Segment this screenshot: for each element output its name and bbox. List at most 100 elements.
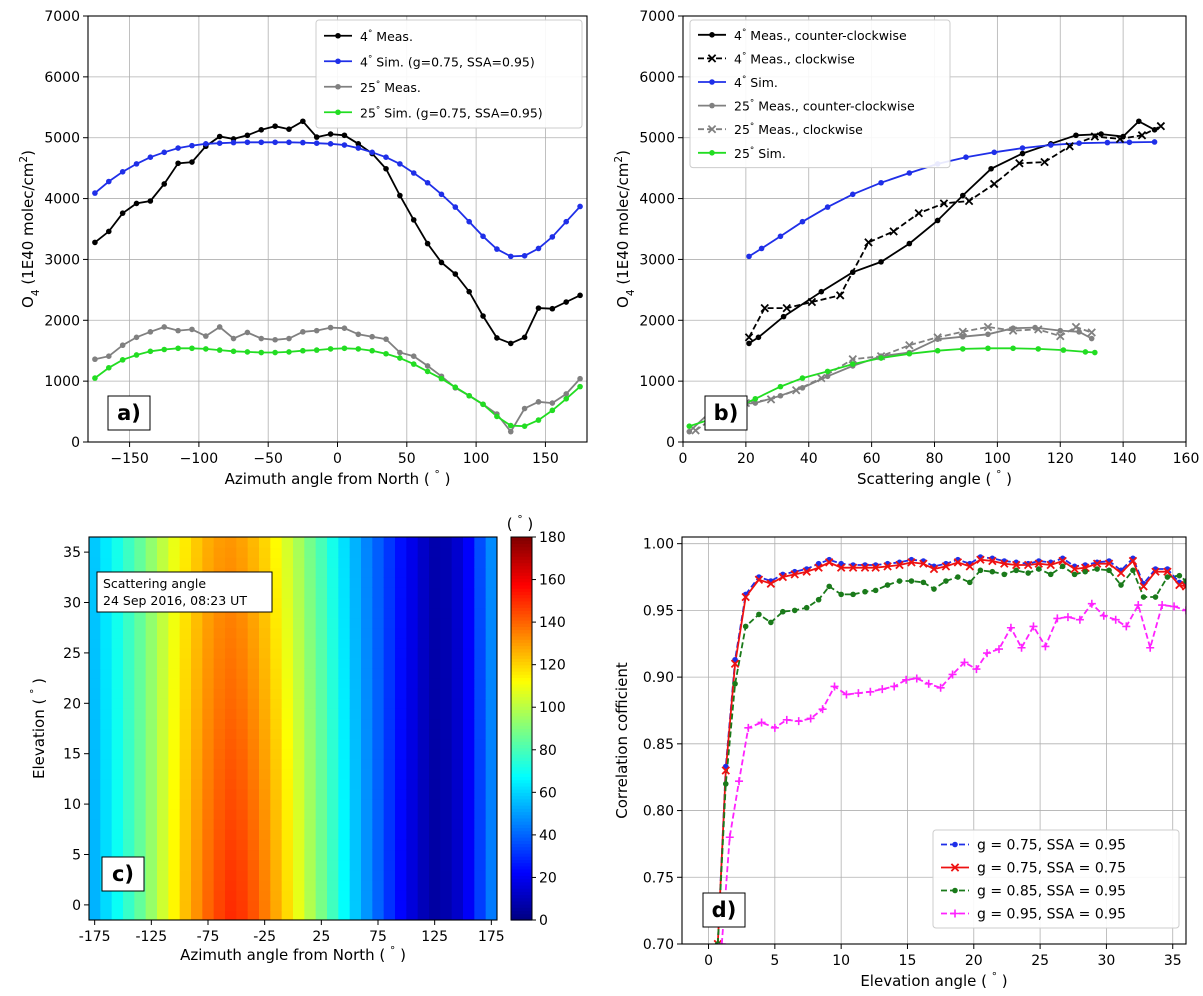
chart-c-cell (304, 567, 317, 578)
chart-b-series-3-point (824, 373, 831, 380)
chart-c-cell (474, 657, 487, 669)
chart-c-cell (406, 678, 419, 689)
chart-c-cell (349, 577, 362, 588)
chart-c-colorbar-tick: 80 (539, 743, 557, 759)
chart-c-cell (213, 859, 226, 871)
chart-c-cell (485, 577, 497, 588)
chart-c-cell (225, 829, 237, 840)
chart-c-cell (349, 597, 362, 609)
chart-b-series-1-point (835, 291, 845, 300)
chart-c-cell (123, 557, 135, 568)
chart-b-series-3-point (959, 333, 966, 340)
chart-c-cell (191, 748, 203, 760)
chart-c-cell (123, 537, 135, 548)
chart-c-cell (361, 708, 373, 720)
chart-c-cell (179, 617, 192, 629)
chart-c-cell (304, 607, 317, 619)
chart-c-cell (179, 909, 192, 920)
chart-a-series-3-point (535, 417, 542, 423)
chart-c-cell (270, 557, 283, 568)
chart-c-colorbar-step (511, 750, 532, 755)
chart-c-cell (89, 889, 101, 901)
chart-c-cell (179, 647, 192, 659)
chart-c-cell (429, 778, 441, 790)
chart-c-cell (293, 637, 305, 649)
chart-c-cell (395, 718, 407, 730)
chart-c-cell (111, 607, 124, 619)
chart-c-cell (281, 758, 294, 770)
chart-c-cell (213, 708, 226, 720)
chart-c-cell (440, 637, 453, 649)
chart-c-cell (213, 889, 226, 901)
chart-c-cell (406, 899, 419, 911)
chart-c-cell (474, 738, 487, 750)
chart-c-cell (111, 829, 124, 840)
chart-c-cell (395, 758, 407, 770)
chart-c-cell (168, 799, 181, 810)
chart-a-series-3-point (175, 345, 181, 352)
chart-c-cell (349, 607, 362, 619)
chart-c-cell (451, 778, 464, 790)
chart-c-cell (225, 799, 237, 810)
chart-b-series-5-point (934, 347, 941, 354)
chart-c-cell (168, 859, 181, 871)
chart-c-cell (259, 688, 271, 699)
chart-a-series-2-point (410, 353, 417, 359)
chart-b-series-4-point (848, 354, 857, 364)
chart-c-cell (361, 768, 373, 780)
chart-b-series-0-point (906, 240, 913, 247)
chart-c-cell (474, 819, 487, 830)
chart-c-cell (293, 567, 305, 578)
chart-c-cell (225, 778, 237, 790)
chart-c-cell (89, 698, 101, 709)
chart-c-cell (213, 909, 226, 920)
chart-c-cell (349, 748, 362, 760)
chart-c-colorbar-step (511, 872, 532, 876)
chart-c-cell (463, 537, 475, 548)
chart-c-cell (225, 647, 237, 659)
chart-c-cell (315, 678, 328, 689)
chart-a-series-3-point (327, 346, 334, 352)
chart-c-colorbar-step (511, 849, 532, 854)
chart-c-cell (406, 849, 419, 861)
chart-c-cell (304, 849, 317, 861)
chart-d-ytick-label: 0.70 (643, 937, 674, 953)
chart-c-cell (440, 899, 453, 911)
chart-c-cell (315, 597, 328, 609)
chart-c-cell (259, 557, 271, 568)
chart-c-cell (383, 718, 396, 730)
chart-c-cell (315, 799, 328, 810)
chart-c-cell (100, 728, 113, 740)
chart-c-cell (361, 849, 373, 861)
chart-a-series-0-point (272, 123, 278, 129)
chart-c-cell (395, 809, 407, 820)
chart-b-series-4-point (1087, 328, 1096, 337)
chart-c-cell (236, 688, 249, 699)
chart-c-cell (100, 909, 113, 920)
chart-b-xtick-label: 20 (737, 451, 755, 467)
chart-c-cell (451, 537, 464, 548)
chart-c-colorbar-step (511, 610, 532, 615)
chart-c-cell (259, 647, 271, 659)
chart-c-colorbar-step (511, 776, 532, 781)
chart-b-series-0-point (780, 313, 787, 320)
chart-a-series-0-point (397, 192, 403, 199)
chart-b-series-4-point (791, 386, 801, 395)
chart-c-colorbar-step (511, 683, 532, 688)
chart-c-cell (327, 748, 339, 760)
chart-c-cell (247, 748, 260, 760)
chart-c-cell (315, 708, 328, 720)
chart-c-cell (349, 909, 362, 920)
chart-c-cell (100, 698, 113, 709)
chart-c-cell (89, 708, 101, 720)
chart-c-cell (372, 738, 385, 750)
chart-c-cell (111, 637, 124, 649)
chart-c-colorbar-step (511, 722, 532, 726)
chart-d-series-1-point (824, 558, 834, 567)
chart-c-cell (247, 547, 260, 558)
chart-c-cell (168, 678, 181, 689)
chart-c-cell (463, 758, 475, 770)
chart-c-cell (225, 738, 237, 750)
chart-a-series-0-point (549, 305, 556, 312)
chart-c-cell (463, 859, 475, 871)
